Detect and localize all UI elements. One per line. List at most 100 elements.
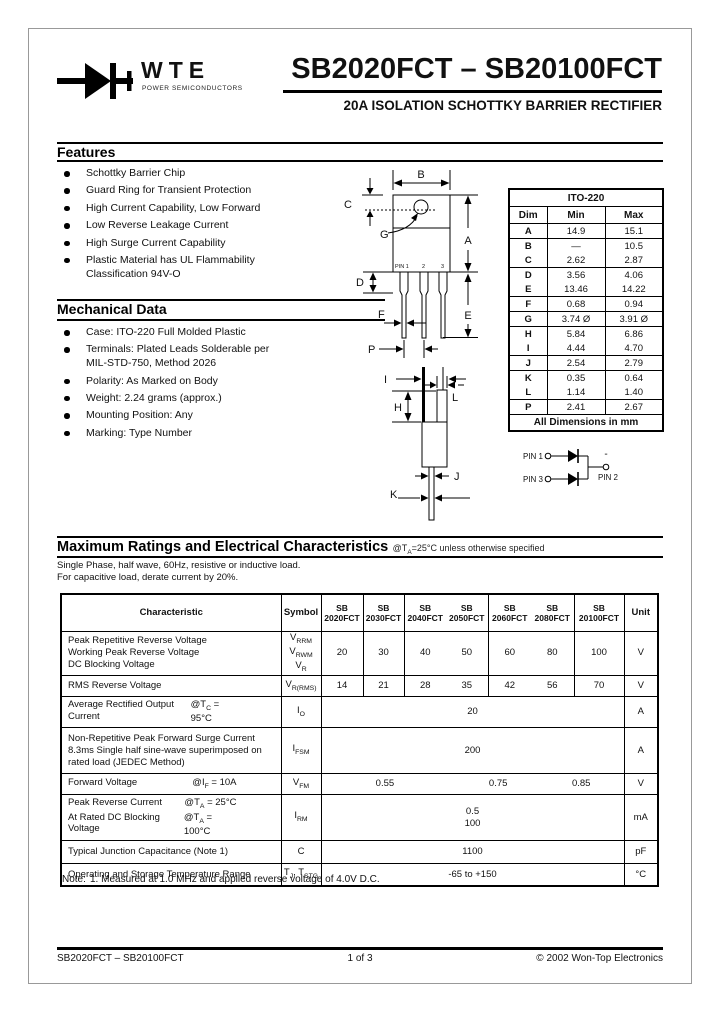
column-header: SB 2040FCT SB 2050FCT	[403, 593, 489, 632]
table-row: Dim Min Max	[508, 206, 664, 224]
package-side-view-drawing: I L H J K	[384, 367, 470, 521]
column-header: Unit	[623, 593, 659, 632]
symbol-cell: VRRM VRWM VR	[280, 630, 322, 676]
svg-text:3: 3	[441, 264, 444, 270]
value-cell: 21	[362, 674, 405, 697]
mechanical-rule-bottom	[57, 319, 385, 321]
dim-table-title: ITO-220	[508, 189, 664, 207]
value-cell: 40 50	[403, 630, 489, 676]
list-item: Low Reverse Leakage Current	[62, 219, 347, 233]
bullet-icon	[62, 392, 86, 406]
svg-text:PIN 2: PIN 2	[598, 473, 619, 482]
table-row: C 2.62 2.87	[508, 253, 664, 268]
bullet-icon	[62, 167, 86, 181]
unit-cell: A	[623, 695, 659, 729]
bullet-icon	[62, 375, 86, 389]
footnote: Note: 1. Measured at 1.0 MHz and applied…	[62, 874, 380, 885]
table-row: All Dimensions in mm	[508, 414, 664, 431]
logo-tagline: POWER SEMICONDUCTORS	[142, 85, 243, 92]
svg-text:2: 2	[422, 264, 425, 270]
list-item: Mounting Position: Any	[62, 409, 352, 423]
footer-page-number: 1 of 3	[347, 953, 373, 964]
table-row: J 2.54 2.79	[508, 355, 664, 371]
characteristic-cell: Average Rectified Output Current @TC = 95…	[60, 695, 282, 729]
characteristic-cell: RMS Reverse Voltage	[60, 674, 282, 697]
footnote-text: 1. Measured at 1.0 MHz and applied rever…	[90, 874, 380, 885]
svg-text:-: -	[604, 449, 607, 460]
value-cell: 0.55 0.75 0.85	[320, 773, 625, 796]
ratings-condition-2: For capacitive load, derate current by 2…	[57, 572, 239, 583]
package-front-view-drawing: B C G A PIN 1 2 3 D	[344, 169, 478, 358]
column-header: Dim	[508, 206, 548, 224]
symbol-cell: VFM	[280, 773, 322, 796]
footnote-label: Note:	[62, 874, 86, 885]
column-header: SB 2020FCT	[320, 593, 364, 632]
symbol-cell: IFSM	[280, 727, 322, 775]
list-item: Guard Ring for Transient Protection	[62, 184, 347, 198]
svg-text:J: J	[454, 471, 460, 483]
bullet-icon	[62, 409, 86, 423]
features-rule-bottom	[57, 160, 663, 162]
svg-text:L: L	[452, 392, 458, 404]
table-row: A 14.9 15.1	[508, 223, 664, 239]
bullet-icon	[62, 237, 86, 251]
value-cell: 100	[573, 630, 625, 676]
page-subtitle: 20A ISOLATION SCHOTTKY BARRIER RECTIFIER	[343, 98, 662, 113]
symbol-cell: VR(RMS)	[280, 674, 322, 697]
value-cell: 20	[320, 630, 364, 676]
column-header: SB 2060FCT SB 2080FCT	[487, 593, 575, 632]
value-cell: 14	[320, 674, 364, 697]
page-border	[28, 28, 692, 984]
characteristic-cell: Peak Reverse Current @TA = 25°C At Rated …	[60, 794, 282, 841]
symbol-cell: TJ, TSTG	[280, 862, 322, 887]
svg-text:C: C	[344, 199, 352, 211]
unit-cell: mA	[623, 794, 659, 841]
table-row: Operating and Storage Temperature Range …	[60, 862, 659, 887]
ratings-heading-row: Maximum Ratings and Electrical Character…	[57, 538, 663, 556]
value-cell: 28 35	[403, 674, 489, 697]
column-header: Max	[604, 206, 664, 224]
mechanical-list: Case: ITO-220 Full Molded Plastic Termin…	[62, 326, 352, 444]
mechanical-rule-top	[57, 299, 385, 301]
value-cell: 20	[320, 695, 625, 729]
table-row: Typical Junction Capacitance (Note 1) C …	[60, 839, 659, 864]
features-rule-top	[57, 142, 663, 144]
list-item: High Surge Current Capability	[62, 237, 347, 251]
characteristic-cell: Peak Repetitive Reverse Voltage Working P…	[60, 630, 282, 676]
svg-text:PIN 3: PIN 3	[523, 475, 544, 484]
value-cell: 200	[320, 727, 625, 775]
unit-cell: V	[623, 630, 659, 676]
table-row: L 1.14 1.40	[508, 385, 664, 400]
list-item: High Current Capability, Low Forward	[62, 202, 347, 216]
page-title: SB2020FCT – SB20100FCT	[291, 53, 662, 85]
dim-table-footer: All Dimensions in mm	[508, 414, 664, 431]
svg-text:F: F	[378, 309, 385, 321]
ratings-rule-bottom	[57, 556, 663, 558]
unit-cell: pF	[623, 839, 659, 864]
list-item: Marking: Type Number	[62, 427, 352, 441]
unit-cell: °C	[623, 862, 659, 887]
value-cell: 42 56	[487, 674, 575, 697]
bullet-icon	[62, 254, 86, 282]
characteristic-cell: Typical Junction Capacitance (Note 1)	[60, 839, 282, 864]
value-cell: -65 to +150	[320, 862, 625, 887]
table-row: RMS Reverse Voltage VR(RMS) 14 21 28 35 4…	[60, 674, 659, 697]
column-header: Min	[546, 206, 606, 224]
column-header: SB 20100FCT	[573, 593, 625, 632]
value-cell: 70	[573, 674, 625, 697]
ratings-condition-1: Single Phase, half wave, 60Hz, resistive…	[57, 560, 301, 571]
diode-logo-icon	[57, 63, 133, 99]
symbol-cell: IO	[280, 695, 322, 729]
dimensions-table: ITO-220 Dim Min Max A 14.9 15.1 B —10.5 C 2.…	[508, 188, 665, 432]
svg-text:PIN 1: PIN 1	[523, 452, 544, 461]
bullet-icon	[62, 219, 86, 233]
column-header: SB 2030FCT	[362, 593, 405, 632]
table-row: Non-Repetitive Peak Forward Surge Curren…	[60, 727, 659, 775]
features-list: Schottky Barrier Chip Guard Ring for Tra…	[62, 167, 347, 285]
svg-text:E: E	[464, 310, 471, 322]
value-cell: 1100	[320, 839, 625, 864]
table-row: P 2.41 2.67	[508, 399, 664, 415]
characteristic-cell: Non-Repetitive Peak Forward Surge Curren…	[60, 727, 282, 775]
list-item: Weight: 2.24 grams (approx.)	[62, 392, 352, 406]
